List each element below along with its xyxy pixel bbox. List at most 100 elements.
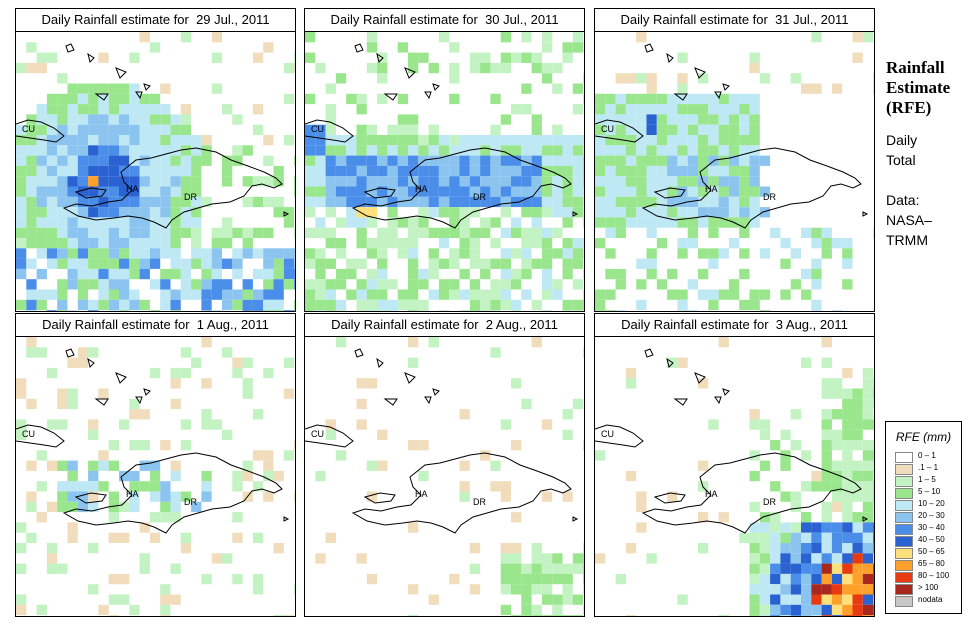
rainfall-cell	[500, 155, 511, 166]
rainfall-cell	[16, 207, 27, 218]
rainfall-cell	[718, 289, 729, 300]
rainfall-cell	[180, 165, 192, 177]
rainfall-cell	[46, 165, 58, 177]
rainfall-cell	[283, 135, 295, 146]
rainfall-cell	[211, 248, 222, 259]
rainfall-cell	[759, 532, 771, 543]
rainfall-cell	[88, 145, 99, 156]
rainfall-cell	[263, 367, 274, 379]
rainfall-cell	[88, 279, 99, 290]
rainfall-cell	[119, 299, 130, 311]
rainfall-cell	[511, 227, 522, 238]
rainfall-cell	[377, 227, 388, 238]
rainfall-cell	[521, 248, 532, 259]
rainfall-cell	[521, 398, 532, 410]
rainfall-cell	[232, 268, 243, 280]
rainfall-cell	[541, 594, 553, 605]
rainfall-grid	[315, 337, 584, 616]
rainfall-cell	[790, 491, 801, 502]
rainfall-cell	[36, 52, 47, 63]
rainfall-cell	[521, 176, 532, 187]
rainfall-cell	[232, 114, 243, 125]
rainfall-cell	[67, 124, 78, 135]
rainfall-cell	[180, 227, 192, 238]
coastline	[16, 43, 290, 229]
rainfall-cell	[801, 594, 812, 605]
rainfall-cell	[449, 289, 460, 300]
rainfall-cell	[139, 124, 150, 135]
rainfall-cell	[770, 512, 781, 523]
rainfall-cell	[428, 124, 439, 135]
legend-label: 20 – 30	[918, 511, 945, 520]
rainfall-cell	[377, 429, 388, 440]
rainfall-cell	[595, 299, 606, 311]
rainfall-cell	[842, 470, 853, 482]
rainfall-cell	[108, 532, 119, 543]
rainfall-cell	[490, 347, 501, 358]
rainfall-cell	[119, 279, 130, 290]
rainfall-cell	[149, 42, 161, 53]
coastline-path	[653, 187, 686, 199]
rainfall-cell	[315, 186, 326, 197]
rainfall-cell	[480, 52, 491, 63]
rainfall-cell	[46, 114, 58, 125]
rainfall-cell	[119, 594, 130, 605]
rainfall-cell	[232, 573, 243, 585]
rainfall-cell	[583, 176, 584, 187]
coastline-path	[62, 147, 283, 229]
rainfall-cell	[790, 248, 801, 259]
rainfall-cell	[67, 176, 78, 187]
rainfall-cell	[387, 176, 398, 187]
rainfall-cell	[583, 248, 584, 259]
rainfall-cell	[315, 248, 326, 259]
rainfall-cell	[57, 217, 68, 228]
rainfall-cell	[191, 279, 202, 290]
rainfall-cell	[625, 93, 637, 105]
rainfall-cell	[180, 196, 192, 208]
rainfall-cell	[541, 186, 553, 197]
coastline-path	[305, 119, 354, 143]
rainfall-cell	[408, 196, 419, 208]
rainfall-cell	[728, 104, 740, 115]
rainfall-cell	[728, 238, 740, 249]
rainfall-cell	[595, 289, 606, 300]
rainfall-cell	[57, 93, 68, 105]
rainfall-cell	[842, 563, 853, 574]
rainfall-cell	[418, 135, 429, 146]
rainfall-cell	[862, 409, 874, 420]
rainfall-cell	[67, 532, 78, 543]
rainfall-cell	[325, 419, 336, 430]
rainfall-cell	[160, 491, 171, 502]
rainfall-cell	[595, 196, 606, 208]
rainfall-cell	[149, 491, 161, 502]
rainfall-cell	[842, 501, 853, 513]
rainfall-cell	[728, 279, 740, 290]
rainfall-cell	[831, 522, 843, 533]
rainfall-cell	[108, 145, 119, 156]
rainfall-cell	[46, 93, 58, 105]
rainfall-cell	[119, 238, 130, 249]
rainfall-cell	[67, 522, 78, 533]
coastline-path	[595, 424, 644, 448]
rainfall-cell	[438, 238, 450, 249]
rainfall-cell	[36, 268, 47, 280]
rainfall-cell	[88, 481, 99, 492]
rainfall-grid	[16, 32, 295, 311]
rainfall-cell	[572, 398, 584, 410]
rainfall-cell	[108, 299, 119, 311]
rainfall-cell	[636, 258, 647, 269]
rainfall-cell	[67, 501, 78, 513]
rainfall-cell	[26, 145, 37, 156]
rainfall-cell	[57, 73, 68, 84]
rainfall-cell	[449, 227, 460, 238]
rainfall-cell	[759, 186, 771, 197]
country-label-cu: CU	[311, 429, 324, 439]
rainfall-cell	[677, 145, 688, 156]
rainfall-cell	[149, 165, 161, 177]
rainfall-cell	[26, 176, 37, 187]
rainfall-cell	[201, 481, 212, 492]
rainfall-cell	[408, 165, 419, 177]
rainfall-cell	[490, 258, 501, 269]
rainfall-cell	[531, 573, 542, 585]
rainfall-cell	[531, 207, 542, 218]
